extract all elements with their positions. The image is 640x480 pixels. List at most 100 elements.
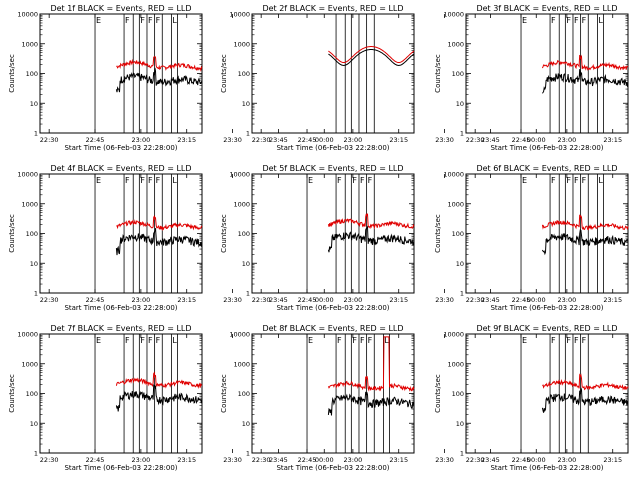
flag-label: F — [582, 16, 587, 25]
x-tick-label: 23:15 — [603, 296, 622, 304]
x-tick-label: 23:30 — [435, 296, 454, 304]
flag-label: L — [598, 176, 603, 185]
lld-series — [541, 54, 629, 71]
flag-label: F — [551, 16, 556, 25]
flag-label: E — [522, 176, 527, 185]
y-tick-label: 10000 — [443, 331, 464, 339]
y-tick-label: 10 — [242, 420, 250, 428]
y-tick-label: 100 — [26, 70, 38, 78]
x-axis-label: Start Time (06-Feb-03 22:28:00) — [490, 464, 603, 472]
x-tick-label: 22:30 — [40, 136, 59, 144]
panel-3: Det 3f BLACK = Events, RED = LLD 1 10 100 10… — [434, 4, 629, 152]
x-tick-label: 23:30 — [223, 456, 242, 464]
x-axis-label: Start Time (06-Feb-03 22:28:00) — [276, 144, 389, 152]
y-axis-label: Counts/sec — [8, 54, 16, 93]
panel-4: Det 4f BLACK = Events, RED = LLD11010010… — [8, 164, 334, 312]
x-tick-label: 22:45 — [86, 136, 105, 144]
y-tick-label: 10 — [30, 420, 38, 428]
y-tick-label: 10000 — [229, 11, 250, 19]
y-tick-label: 1000 — [233, 40, 250, 48]
flag-label: F — [582, 176, 587, 185]
panel-title: Det 5f BLACK = Events, RED = LLD — [262, 164, 403, 173]
x-tick-label: 23:30 — [223, 136, 242, 144]
x-tick-label: 23:30 — [435, 456, 454, 464]
x-tick-label: 22:45 — [86, 456, 105, 464]
x-axis-label: Start Time (06-Feb-03 22:28:00) — [490, 304, 603, 312]
x-tick-label: 22:30 — [40, 456, 59, 464]
flag-label: F — [125, 176, 130, 185]
panel-8: Det 8f BLACK = Events, RED = LLD11010010… — [220, 324, 546, 472]
lld-series — [542, 373, 629, 391]
y-tick-label: 1 — [246, 130, 250, 138]
x-tick-label: 22:30 — [252, 456, 271, 464]
panel-title: Det 7f BLACK = Events, RED = LLD — [50, 324, 191, 333]
y-tick-label: 10 — [242, 100, 250, 108]
flag-label: F — [337, 176, 342, 185]
x-tick-label: 22:45 — [298, 136, 317, 144]
flag-label: L — [598, 16, 603, 25]
panel-7: Det 7f BLACK = Events, RED = LLD 1 10 100 10… — [8, 324, 334, 472]
panel-title: Det 9f BLACK = Events, RED = LLD — [476, 324, 617, 333]
y-tick-label: 10000 — [17, 331, 38, 339]
x-tick-label: 23:45 — [481, 136, 500, 144]
x-tick-label: 23:00 — [132, 456, 151, 464]
panel-5: Det 5f BLACK = Events, RED = LLD11010010… — [220, 164, 546, 312]
x-tick-label: 23:00 — [344, 456, 363, 464]
y-axis-label: Counts/sec — [220, 374, 228, 413]
lld-series — [327, 213, 415, 230]
flag-label: L — [384, 336, 389, 345]
x-tick-label: 23:15 — [603, 456, 622, 464]
flag-label: L — [172, 16, 177, 25]
y-tick-label: 1000 — [447, 200, 464, 208]
y-axis-label: Counts/sec — [434, 374, 442, 413]
y-tick-label: 100 — [452, 230, 464, 238]
x-tick-label: 23:00 — [558, 296, 577, 304]
plot-frame — [251, 13, 415, 134]
x-tick-label: 22:45 — [512, 136, 531, 144]
lld-series — [115, 371, 203, 390]
flag-label: L — [172, 176, 177, 185]
flag-label: F — [360, 176, 365, 185]
x-tick-label: 23:00 — [558, 136, 577, 144]
x-axis-label: Start Time (06-Feb-03 22:28:00) — [64, 304, 177, 312]
x-tick-label: 23:45 — [269, 136, 288, 144]
y-tick-label: 10000 — [443, 11, 464, 19]
y-tick-label: 10000 — [443, 171, 464, 179]
x-tick-label: 22:45 — [298, 296, 317, 304]
x-tick-label: 23:00 — [132, 296, 151, 304]
y-tick-label: 100 — [238, 70, 250, 78]
plot-frame — [251, 173, 415, 294]
x-tick-label: 22:30 — [40, 296, 59, 304]
y-tick-label: 10000 — [229, 171, 250, 179]
x-tick-label: 23:00 — [132, 136, 151, 144]
flag-label: F — [352, 176, 357, 185]
x-tick-label: 23:15 — [603, 136, 622, 144]
y-tick-label: 1 — [34, 450, 38, 458]
y-tick-label: 10 — [30, 100, 38, 108]
y-tick-label: 10 — [456, 420, 464, 428]
flag-label: F — [156, 16, 161, 25]
events-series — [115, 384, 203, 412]
panel-2: Det 2f BLACK = Events, RED = LLD11010010… — [220, 4, 546, 152]
flag-label: F — [337, 336, 342, 345]
y-tick-label: 10000 — [17, 11, 38, 19]
x-tick-label: 23:15 — [389, 136, 408, 144]
y-tick-label: 100 — [238, 390, 250, 398]
y-tick-label: 1000 — [233, 360, 250, 368]
panel-title: Det 3f BLACK = Events, RED = LLD — [476, 4, 617, 13]
y-axis-label: Counts/sec — [220, 214, 228, 253]
x-tick-label: 23:15 — [177, 456, 196, 464]
y-tick-label: 1000 — [447, 40, 464, 48]
panel-title: Det 4f BLACK = Events, RED = LLD — [50, 164, 191, 173]
flag-label: F — [551, 176, 556, 185]
flag-label: E — [96, 16, 101, 25]
x-tick-label: 23:15 — [389, 456, 408, 464]
flag-label: E — [96, 176, 101, 185]
lld-series — [327, 336, 415, 392]
lld-series — [541, 214, 629, 231]
x-tick-label: 22:30 — [466, 456, 485, 464]
flag-label: F — [125, 16, 130, 25]
y-tick-label: 10 — [456, 100, 464, 108]
flag-label: L — [172, 336, 177, 345]
flag-label: F — [368, 336, 373, 345]
